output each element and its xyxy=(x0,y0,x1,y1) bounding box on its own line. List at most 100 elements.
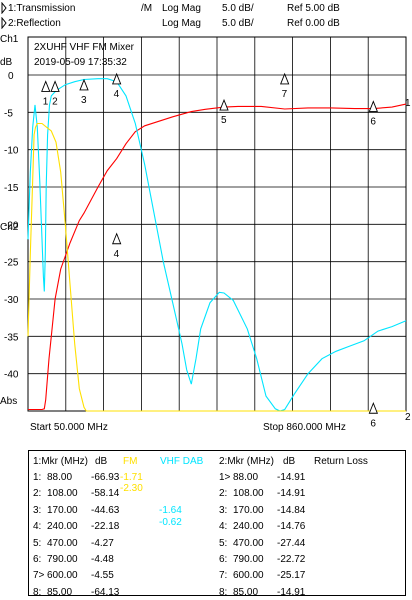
marker-3[interactable]: 3 xyxy=(79,78,89,106)
left-marker-freq: 600.00 xyxy=(47,570,78,582)
y-unit-label: dB xyxy=(0,57,13,68)
left-marker-row[interactable]: 6: 790.00 -4.48 xyxy=(33,554,123,566)
y-tick-label: -30 xyxy=(4,295,19,306)
abs-label: Abs xyxy=(0,396,17,407)
stop-frequency-label[interactable]: Stop 860.000 MHz xyxy=(263,422,346,433)
trace1-format: /M xyxy=(141,3,153,14)
trace1-label[interactable]: 1:Transmission xyxy=(8,3,76,14)
marker-triangle-icon xyxy=(41,80,51,92)
dab-column-title: VHF DAB xyxy=(160,456,204,467)
chart-title: 2XUHF VHF FM Mixer xyxy=(34,42,135,53)
trace-line-reflection xyxy=(27,78,407,412)
right-marker-row[interactable]: 3: 170.00 -14.84 xyxy=(219,505,309,517)
trace2-flag-icon xyxy=(1,16,7,34)
trace1-flag-icon xyxy=(1,1,7,19)
left-marker-freq: 88.00 xyxy=(47,472,73,483)
trace1-scale-type[interactable]: Log Mag xyxy=(162,3,201,14)
left-marker-row[interactable]: 4: 240.00 -22.18 xyxy=(33,521,123,533)
dab-value-2: -0.62 xyxy=(159,517,182,528)
marker-4[interactable]: 4 xyxy=(112,232,122,260)
right-table-title: 2:Mkr (MHz) xyxy=(219,456,274,467)
marker-label: 5 xyxy=(221,115,227,126)
right-marker-db: -14.91 xyxy=(277,488,306,500)
y-tick-label: -25 xyxy=(4,258,19,269)
left-marker-idx: 8: xyxy=(33,586,42,598)
left-marker-row[interactable]: 3: 170.00 -44.63 xyxy=(33,505,123,517)
left-marker-freq: 85.00 xyxy=(47,586,73,598)
left-marker-db: -4.55 xyxy=(91,570,114,582)
right-marker-freq: 85.00 xyxy=(233,586,259,598)
right-marker-idx: 2: xyxy=(219,488,228,500)
left-marker-db: -4.48 xyxy=(91,554,114,565)
marker-2[interactable]: 2 xyxy=(50,80,60,107)
marker-5[interactable]: 5 xyxy=(219,98,229,126)
fm-column-title: FM xyxy=(123,456,138,467)
fm-value-2: -2.30 xyxy=(120,483,143,494)
y-tick-label: 0 xyxy=(8,71,14,82)
marker-label: 4 xyxy=(114,249,120,260)
marker-triangle-icon xyxy=(112,72,122,85)
marker-1[interactable]: 1 xyxy=(41,80,51,107)
marker-table: 1:Mkr (MHz) dB FM VHF DAB 2:Mkr (MHz) dB… xyxy=(28,450,406,599)
left-marker-idx: 5: xyxy=(33,537,42,549)
trace-line-transmission xyxy=(28,103,407,411)
right-marker-freq: 170.00 xyxy=(233,504,264,516)
marker-label: 3 xyxy=(81,95,87,106)
marker-6[interactable]: 6 xyxy=(368,402,378,429)
traces xyxy=(27,78,407,412)
marker-6[interactable]: 6 xyxy=(368,100,378,127)
right-marker-idx: 7: xyxy=(219,570,228,582)
right-marker-db: -22.72 xyxy=(277,554,306,565)
trace2-scale-type[interactable]: Log Mag xyxy=(162,18,201,29)
marker-7[interactable]: 7 xyxy=(280,72,290,100)
right-marker-row[interactable]: 8: 85.00 -14.91 xyxy=(219,587,309,599)
trace2-scale[interactable]: 5.0 dB/ xyxy=(222,18,254,29)
right-marker-freq: 600.00 xyxy=(233,570,264,582)
marker-triangle-icon xyxy=(368,402,378,414)
left-marker-row[interactable]: 8: 85.00 -64.13 xyxy=(33,587,123,599)
left-marker-idx: 6: xyxy=(33,554,42,565)
left-marker-row[interactable]: 2: 108.00 -58.14 xyxy=(33,488,123,500)
chart-subtitle: 2019-05-09 17:35:32 xyxy=(34,57,127,68)
left-marker-row[interactable]: 5: 470.00 -4.27 xyxy=(33,538,123,550)
return-loss-caption: Return Loss xyxy=(314,456,368,467)
right-marker-freq: 470.00 xyxy=(233,537,264,549)
right-marker-row[interactable]: 4: 240.00 -14.76 xyxy=(219,521,309,533)
marker-label: 4 xyxy=(114,89,120,100)
right-marker-row[interactable]: 2: 108.00 -14.91 xyxy=(219,488,309,500)
right-marker-db: -14.84 xyxy=(277,504,306,516)
marker-4[interactable]: 4 xyxy=(112,72,122,100)
right-marker-freq: 88.00 xyxy=(233,472,259,483)
y-tick-labels: 0 -5 -10 -15 -20 -25 -30 -35 -40 xyxy=(4,71,19,381)
right-marker-row[interactable]: 1> 88.00 -14.91 xyxy=(219,472,309,484)
left-marker-db: -44.63 xyxy=(91,504,120,516)
right-marker-row[interactable]: 5: 470.00 -27.44 xyxy=(219,538,309,550)
y-tick-label: -15 xyxy=(4,183,19,194)
left-marker-db: -22.18 xyxy=(91,521,120,533)
trace2-ref[interactable]: Ref 0.00 dB xyxy=(287,18,340,29)
right-marker-idx: 5: xyxy=(219,537,228,549)
marker-triangle-icon xyxy=(368,100,378,112)
marker-label: 6 xyxy=(370,116,376,127)
trace2-label[interactable]: 2:Reflection xyxy=(8,18,61,29)
left-marker-db: -66.93 xyxy=(91,472,120,483)
left-marker-row[interactable]: 1: 88.00 -66.93 xyxy=(33,472,123,484)
right-marker-idx: 4: xyxy=(219,521,228,533)
right-marker-freq: 240.00 xyxy=(233,521,264,533)
trace1-scale[interactable]: 5.0 dB/ xyxy=(222,3,254,14)
trace-header: 1:Transmission /M Log Mag 5.0 dB/ Ref 5.… xyxy=(0,0,412,34)
right-marker-row[interactable]: 7: 600.00 -25.17 xyxy=(219,570,309,582)
left-marker-db: -4.27 xyxy=(91,537,114,549)
left-marker-idx: 7> xyxy=(33,570,45,582)
marker-triangle-icon xyxy=(219,98,229,111)
channel1-label: Ch1 xyxy=(0,34,19,45)
start-frequency-label[interactable]: Start 50.000 MHz xyxy=(30,422,108,433)
left-marker-row[interactable]: 7> 600.00 -4.55 xyxy=(33,570,123,582)
marker-triangle-icon xyxy=(50,80,60,92)
right-marker-row[interactable]: 6: 790.00 -22.72 xyxy=(219,554,309,566)
left-marker-freq: 170.00 xyxy=(47,504,78,516)
y-tick-label: -5 xyxy=(4,108,13,119)
trace1-ref[interactable]: Ref 5.00 dB xyxy=(287,3,340,14)
right-marker-db: -25.17 xyxy=(277,570,306,582)
